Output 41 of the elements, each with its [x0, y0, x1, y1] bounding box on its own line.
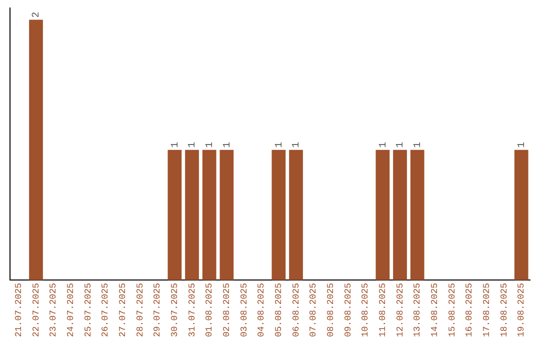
data-label: 1: [396, 142, 407, 148]
x-tick-label: 19.08.2025: [516, 282, 527, 338]
x-tick-label: 21.07.2025: [14, 282, 24, 338]
data-label: 1: [222, 142, 234, 148]
x-tick-label: 16.08.2025: [464, 282, 475, 338]
data-label: 1: [170, 142, 182, 148]
x-tick-label: 03.08.2025: [239, 282, 250, 338]
x-tick-label: 01.08.2025: [204, 282, 215, 338]
data-label: 1: [378, 142, 390, 148]
data-label: 1: [204, 142, 216, 148]
x-tick-label: 05.08.2025: [274, 282, 284, 338]
x-tick-label: 13.08.2025: [412, 282, 423, 338]
x-tick-label: 18.08.2025: [499, 282, 510, 338]
x-tick-label: 12.08.2025: [395, 282, 406, 338]
x-tick-label: 09.08.2025: [343, 282, 354, 338]
data-label: 1: [292, 142, 303, 148]
x-tick-label: 25.07.2025: [83, 282, 94, 338]
x-tick-label: 23.07.2025: [48, 282, 59, 338]
x-tick-label: 26.07.2025: [100, 282, 111, 338]
x-tick-label: 28.07.2025: [135, 282, 146, 338]
x-tick-label: 10.08.2025: [360, 282, 371, 338]
x-tick-label: 14.08.2025: [430, 282, 440, 338]
x-tick-label: 06.08.2025: [291, 282, 302, 338]
x-tick-label: 31.07.2025: [187, 282, 198, 338]
x-tick-label: 04.08.2025: [256, 282, 267, 338]
x-tick-label: 29.07.2025: [152, 282, 163, 338]
x-tick-label: 22.07.2025: [31, 282, 42, 338]
x-tick-label: 08.08.2025: [326, 282, 336, 338]
data-label: 1: [188, 142, 199, 148]
data-label: 1: [516, 142, 528, 148]
data-label: 2: [32, 12, 43, 18]
x-tick-label: 02.08.2025: [222, 282, 232, 338]
data-label: 1: [274, 142, 286, 148]
x-tick-label: 27.07.2025: [118, 282, 128, 338]
x-tick-label: 24.07.2025: [66, 282, 76, 338]
x-tick-label: 07.08.2025: [308, 282, 319, 338]
data-label: 1: [412, 142, 424, 148]
x-tick-label: 30.07.2025: [170, 282, 180, 338]
x-tick-label: 15.08.2025: [447, 282, 458, 338]
x-tick-label: 17.08.2025: [482, 282, 492, 338]
x-tick-label: 11.08.2025: [378, 282, 388, 338]
